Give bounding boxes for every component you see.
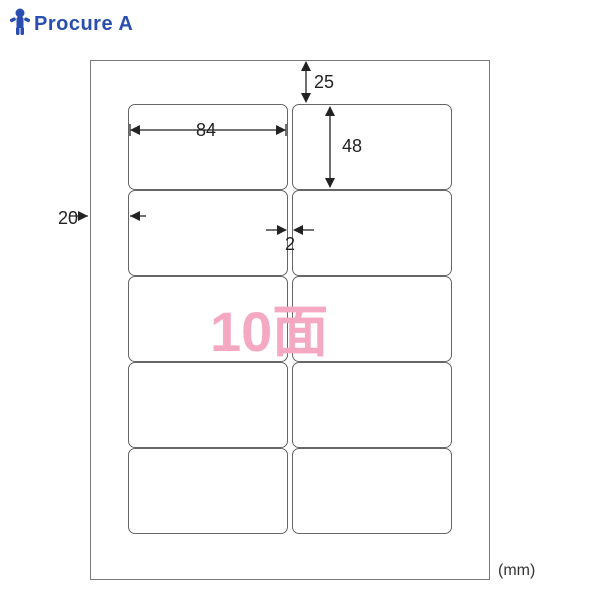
dimension-arrows [0,0,600,600]
canvas: Procure A 10面 (mm) 25 84 48 20 2 [0,0,600,600]
